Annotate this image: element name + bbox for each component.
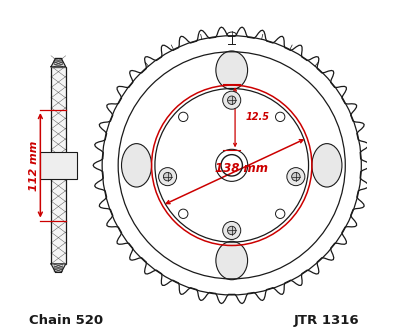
Polygon shape (51, 58, 66, 67)
Text: Chain 520: Chain 520 (29, 314, 104, 327)
Bar (51, 67, 66, 264)
Bar (40, 152, 77, 179)
Ellipse shape (312, 144, 342, 187)
Circle shape (158, 168, 177, 186)
Circle shape (287, 168, 305, 186)
Text: 112 mm: 112 mm (29, 140, 39, 190)
Text: 12.5: 12.5 (245, 112, 269, 122)
Circle shape (228, 96, 236, 105)
Ellipse shape (216, 241, 248, 280)
Circle shape (223, 91, 241, 109)
Text: 138 mm: 138 mm (215, 162, 268, 175)
Circle shape (223, 221, 241, 239)
Circle shape (228, 226, 236, 235)
Ellipse shape (216, 51, 248, 89)
Circle shape (163, 172, 172, 181)
Ellipse shape (122, 144, 152, 187)
Text: JTR 1316: JTR 1316 (294, 314, 360, 327)
Polygon shape (51, 264, 66, 272)
Circle shape (292, 172, 300, 181)
